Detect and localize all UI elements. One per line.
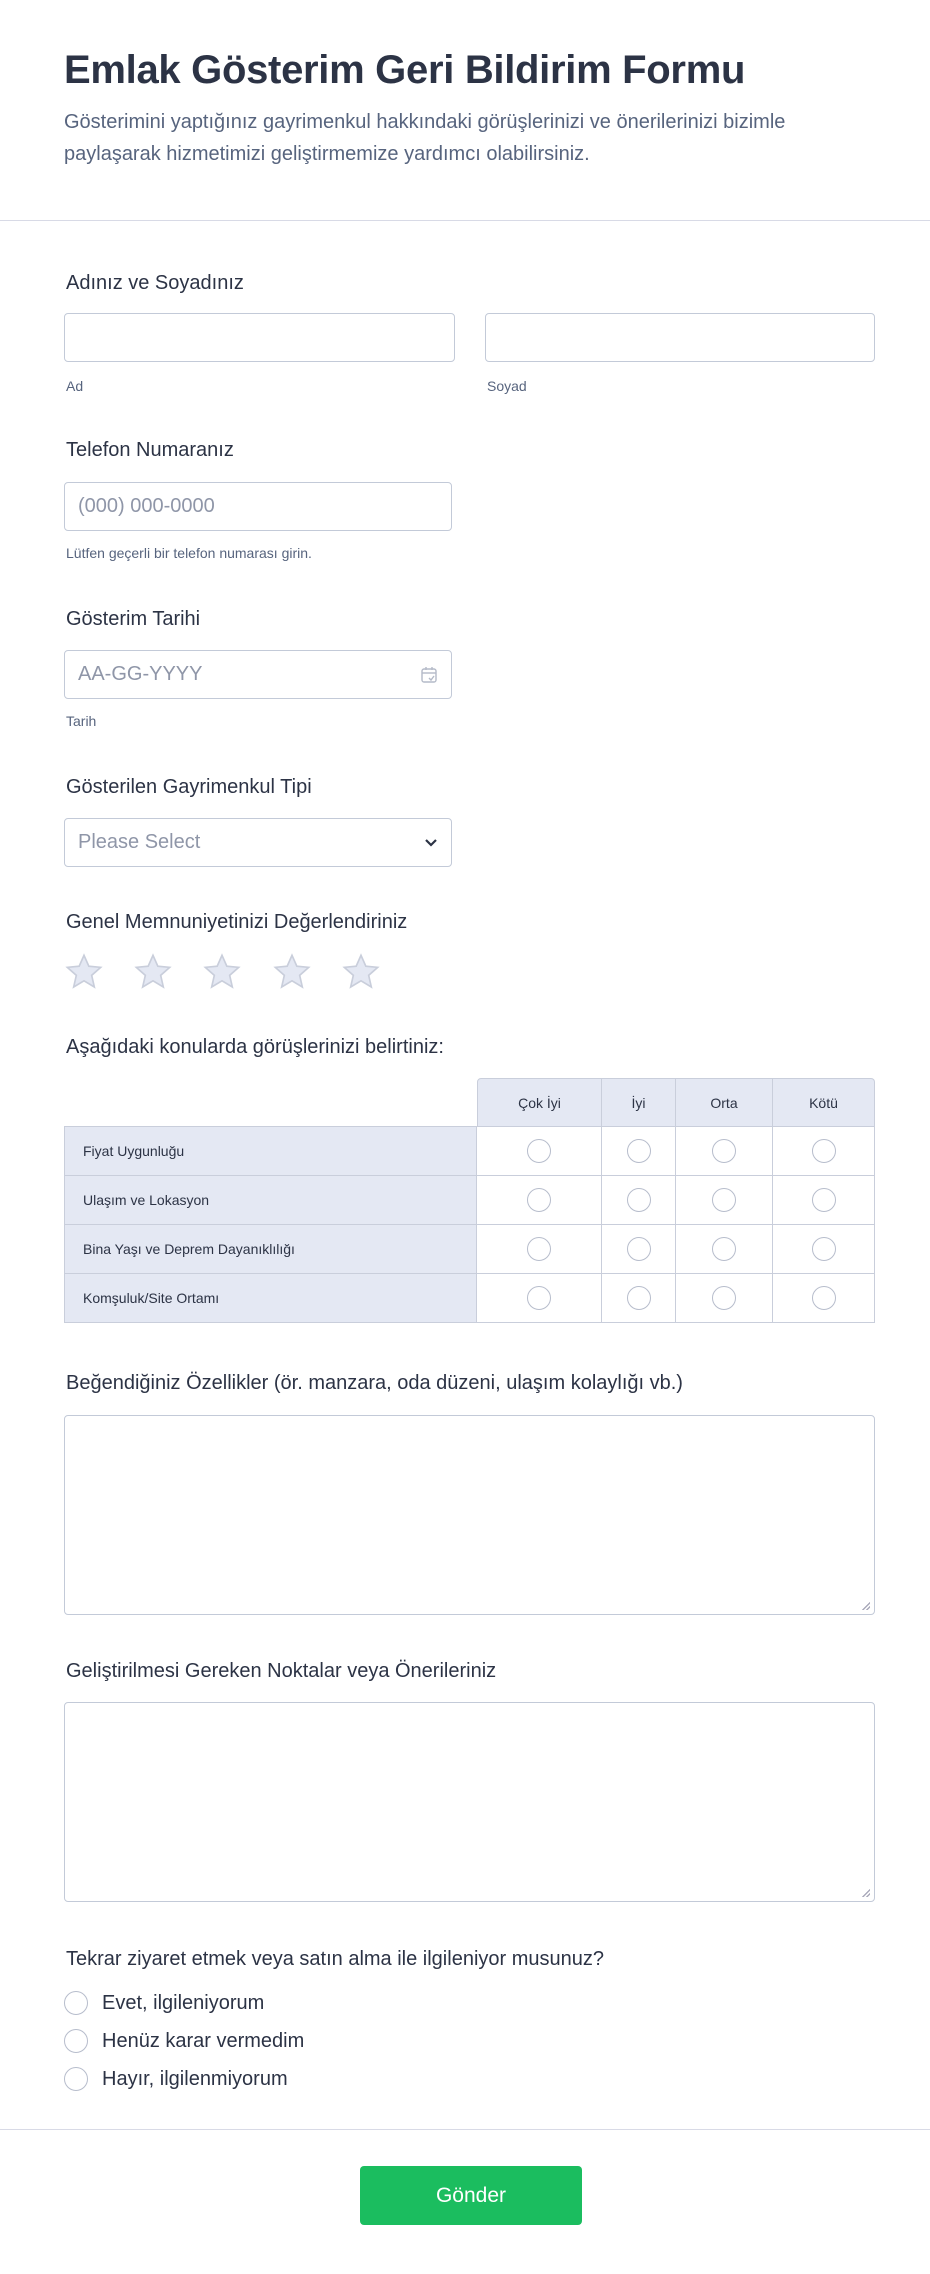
matrix-cell	[676, 1274, 773, 1323]
matrix-radio[interactable]	[626, 1237, 651, 1261]
matrix-cell	[676, 1225, 773, 1274]
matrix-column-header: Çok İyi	[477, 1078, 602, 1127]
improve-textarea[interactable]	[64, 1702, 875, 1902]
radio-button[interactable]	[64, 2029, 88, 2053]
calendar-icon[interactable]	[420, 666, 438, 684]
interest-option[interactable]: Henüz karar vermedim	[64, 2029, 304, 2053]
liked-textarea[interactable]	[64, 1415, 875, 1615]
interest-option-label: Evet, ilgileniyorum	[102, 1991, 265, 2014]
last-name-input[interactable]	[485, 313, 875, 362]
date-label: Gösterim Tarihi	[66, 608, 201, 630]
interest-option[interactable]: Hayır, ilgilenmiyorum	[64, 2067, 288, 2091]
phone-placeholder: (000) 000-0000	[78, 495, 215, 517]
matrix-row: Komşuluk/Site Ortamı	[64, 1274, 875, 1323]
matrix-radio[interactable]	[527, 1237, 551, 1261]
matrix-cell	[602, 1274, 676, 1323]
matrix-radio[interactable]	[626, 1139, 651, 1163]
rating-label: Genel Memnuniyetinizi Değerlendiriniz	[66, 911, 408, 933]
header-divider	[0, 220, 930, 221]
matrix-row-label: Ulaşım ve Lokasyon	[64, 1176, 477, 1225]
matrix-cell	[477, 1225, 602, 1274]
matrix-cell	[477, 1127, 602, 1176]
rating-star-icon[interactable]	[64, 952, 104, 992]
radio-button[interactable]	[64, 1991, 88, 2015]
matrix-radio[interactable]	[527, 1139, 551, 1163]
matrix-radio[interactable]	[527, 1286, 551, 1310]
first-name-input[interactable]	[64, 313, 455, 362]
matrix-cell	[773, 1274, 875, 1323]
property-type-select[interactable]: Please Select	[64, 818, 452, 867]
matrix-row: Ulaşım ve Lokasyon	[64, 1176, 875, 1225]
radio-button[interactable]	[64, 2067, 88, 2091]
matrix-cell	[773, 1225, 875, 1274]
matrix-cell	[602, 1127, 676, 1176]
resize-handle-icon[interactable]	[862, 1602, 870, 1610]
matrix-row-label: Fiyat Uygunluğu	[64, 1127, 477, 1176]
phone-label: Telefon Numaranız	[66, 439, 234, 461]
matrix-radio[interactable]	[712, 1188, 736, 1212]
matrix-radio[interactable]	[811, 1286, 836, 1310]
date-sublabel: Tarih	[66, 713, 97, 729]
matrix-radio[interactable]	[712, 1237, 736, 1261]
matrix-radio[interactable]	[626, 1286, 651, 1310]
matrix-cell	[477, 1176, 602, 1225]
matrix-radio[interactable]	[712, 1286, 736, 1310]
footer-divider	[0, 2129, 930, 2130]
interest-option-label: Henüz karar vermedim	[102, 2029, 305, 2052]
rating-star-icon[interactable]	[202, 952, 242, 992]
matrix-row-label: Bina Yaşı ve Deprem Dayanıklılığı	[64, 1225, 477, 1274]
first-name-sublabel: Ad	[66, 378, 84, 394]
submit-button[interactable]: Gönder	[360, 2166, 582, 2225]
date-input[interactable]: AA-GG-YYYY	[64, 650, 452, 699]
interest-option-label: Hayır, ilgilenmiyorum	[102, 2067, 288, 2090]
matrix-cell	[477, 1274, 602, 1323]
form-description: Gösterimini yaptığınız gayrimenkul hakkı…	[64, 111, 786, 165]
matrix-radio[interactable]	[626, 1188, 651, 1212]
name-label: Adınız ve Soyadınız	[66, 272, 244, 294]
matrix-row: Bina Yaşı ve Deprem Dayanıklılığı	[64, 1225, 875, 1274]
matrix-cell	[773, 1176, 875, 1225]
matrix-label: Aşağıdaki konularda görüşlerinizi belirt…	[66, 1036, 444, 1058]
rating-matrix: Çok İyi İyi Orta Kötü Fiyat Uygunluğu Ulaşım…	[64, 1078, 875, 1323]
matrix-radio[interactable]	[811, 1188, 836, 1212]
rating-star-icon[interactable]	[272, 952, 312, 992]
matrix-row-label: Komşuluk/Site Ortamı	[64, 1274, 477, 1323]
last-name-sublabel: Soyad	[487, 378, 527, 394]
resize-handle-icon[interactable]	[862, 1889, 870, 1897]
matrix-radio[interactable]	[811, 1237, 836, 1261]
property-type-value: Please Select	[78, 831, 201, 853]
matrix-cell	[676, 1176, 773, 1225]
matrix-corner	[64, 1078, 477, 1127]
phone-help: Lütfen geçerli bir telefon numarası giri…	[66, 545, 312, 561]
chevron-down-icon	[425, 838, 437, 847]
rating-star-icon[interactable]	[133, 952, 173, 992]
improve-label: Geliştirilmesi Gereken Noktalar veya Öne…	[66, 1660, 497, 1682]
interest-option[interactable]: Evet, ilgileniyorum	[64, 1991, 264, 2015]
matrix-cell	[676, 1127, 773, 1176]
property-type-label: Gösterilen Gayrimenkul Tipi	[66, 776, 312, 798]
liked-label: Beğendiğiniz Özellikler (ör. manzara, od…	[66, 1372, 683, 1394]
matrix-column-header: İyi	[602, 1078, 676, 1127]
form-title: Emlak Gösterim Geri Bildirim Formu	[64, 48, 746, 92]
matrix-row: Fiyat Uygunluğu	[64, 1127, 875, 1176]
matrix-cell	[602, 1225, 676, 1274]
phone-input[interactable]: (000) 000-0000	[64, 482, 452, 531]
matrix-column-header: Kötü	[773, 1078, 875, 1127]
matrix-cell	[602, 1176, 676, 1225]
interest-label: Tekrar ziyaret etmek veya satın alma ile…	[66, 1948, 604, 1970]
matrix-radio[interactable]	[712, 1139, 736, 1163]
rating-star-icon[interactable]	[341, 952, 381, 992]
matrix-radio[interactable]	[527, 1188, 551, 1212]
matrix-radio[interactable]	[811, 1139, 836, 1163]
date-placeholder: AA-GG-YYYY	[78, 663, 203, 685]
matrix-cell	[773, 1127, 875, 1176]
matrix-column-header: Orta	[676, 1078, 773, 1127]
